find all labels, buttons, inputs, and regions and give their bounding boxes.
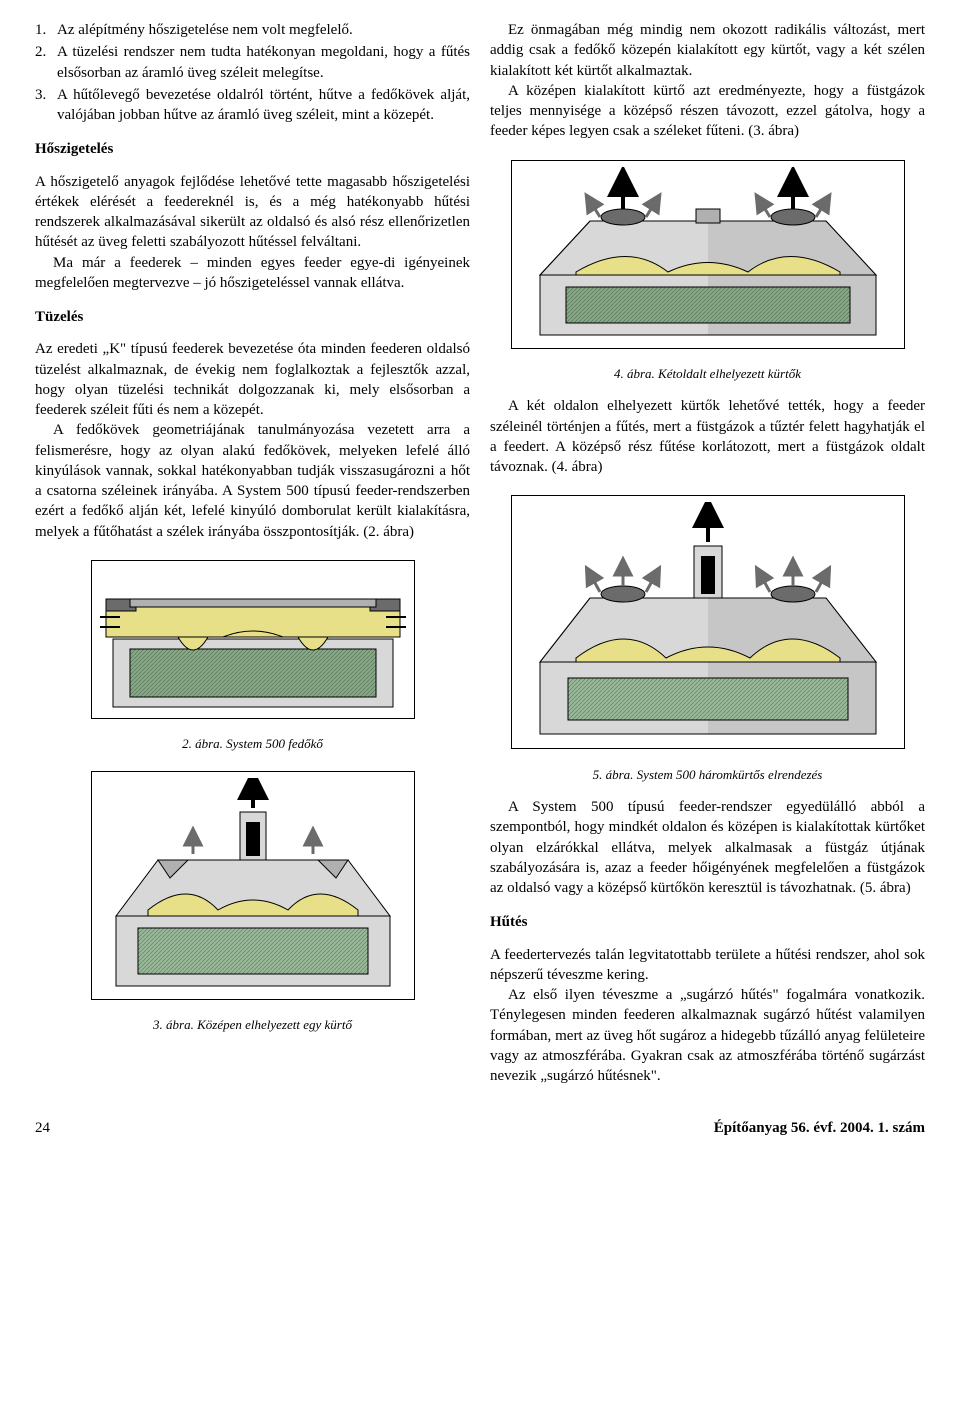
paragraph: A hőszigetelő anyagok fejlődése lehetővé…	[35, 172, 470, 253]
figure-5: 5. ábra. System 500 háromkürtős elrendez…	[490, 495, 925, 783]
figure-4: 4. ábra. Kétoldalt elhelyezett kürtők	[490, 160, 925, 383]
page-number: 24	[35, 1118, 50, 1138]
paragraph: A két oldalon elhelyezett kürtők lehetőv…	[490, 396, 925, 477]
figure-4-svg	[518, 167, 898, 342]
paragraph: Ez önmagában még mindig nem okozott radi…	[490, 20, 925, 81]
footer-journal: Építőanyag 56. évf. 2004. 1. szám	[714, 1118, 925, 1138]
figure-5-svg	[518, 502, 898, 742]
heading-hoszigeteles: Hőszigetelés	[35, 139, 470, 159]
list-item: 2. A tüzelési rendszer nem tudta hatékon…	[35, 42, 470, 83]
figure-3-caption: 3. ábra. Középen elhelyezett egy kürtő	[35, 1016, 470, 1034]
list-item: 1. Az alépítmény hőszigetelése nem volt …	[35, 20, 470, 40]
figure-2-svg	[98, 567, 408, 712]
figure-3-svg	[98, 778, 408, 993]
figure-5-caption: 5. ábra. System 500 háromkürtős elrendez…	[490, 766, 925, 784]
left-column: 1. Az alépítmény hőszigetelése nem volt …	[35, 20, 470, 1086]
figure-2: 2. ábra. System 500 fedőkő	[35, 560, 470, 753]
paragraph: A System 500 típusú feeder-rendszer egye…	[490, 797, 925, 898]
figure-2-caption: 2. ábra. System 500 fedőkő	[35, 735, 470, 753]
list-text: A tüzelési rendszer nem tudta hatékonyan…	[57, 42, 470, 83]
list-number: 3.	[35, 85, 57, 126]
figure-4-caption: 4. ábra. Kétoldalt elhelyezett kürtők	[490, 365, 925, 383]
list-number: 1.	[35, 20, 57, 40]
paragraph: A fedőkövek geometriájának tanulmányozás…	[35, 420, 470, 542]
heading-tuzeles: Tüzelés	[35, 307, 470, 327]
list-text: Az alépítmény hőszigetelése nem volt meg…	[57, 20, 470, 40]
paragraph: A feedertervezés talán legvitatottabb te…	[490, 945, 925, 986]
paragraph: Az eredeti „K" típusú feederek bevezetés…	[35, 339, 470, 420]
list-item: 3. A hűtőlevegő bevezetése oldalról tört…	[35, 85, 470, 126]
right-column: Ez önmagában még mindig nem okozott radi…	[490, 20, 925, 1086]
page-footer: 24 Építőanyag 56. évf. 2004. 1. szám	[35, 1118, 925, 1138]
figure-3: 3. ábra. Középen elhelyezett egy kürtő	[35, 771, 470, 1034]
paragraph: Ma már a feederek – minden egyes feeder …	[35, 253, 470, 294]
list-text: A hűtőlevegő bevezetése oldalról történt…	[57, 85, 470, 126]
heading-hutes: Hűtés	[490, 912, 925, 932]
paragraph: A középen kialakított kürtő azt eredmény…	[490, 81, 925, 142]
main-columns: 1. Az alépítmény hőszigetelése nem volt …	[35, 20, 925, 1086]
list-number: 2.	[35, 42, 57, 83]
paragraph: Az első ilyen téveszme a „sugárzó hűtés"…	[490, 985, 925, 1086]
